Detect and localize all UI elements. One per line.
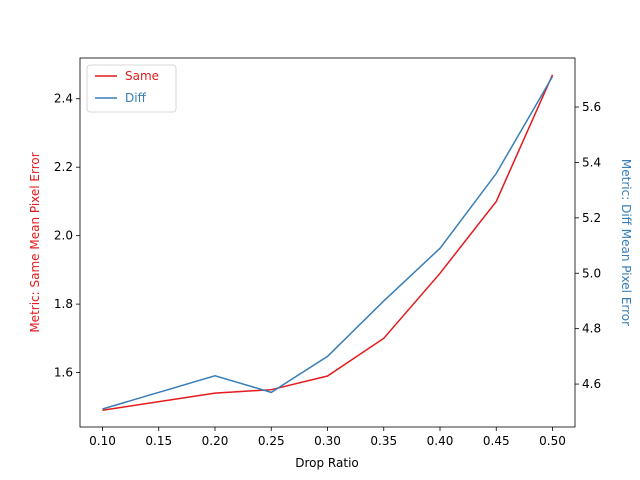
x-tick-label: 0.10 <box>89 434 116 448</box>
y-axis-label: Metric: Same Mean Pixel Error <box>28 152 42 332</box>
plot-frame <box>79 57 576 428</box>
x-tick-label: 0.25 <box>258 434 285 448</box>
y-tick-label: 2.2 <box>54 160 73 174</box>
x-tick-label: 0.45 <box>483 434 510 448</box>
x-tick-label: 0.15 <box>145 434 172 448</box>
y-tick-label: 2.4 <box>54 92 73 106</box>
y-tick-label: 2.0 <box>54 229 73 243</box>
x-axis-label: Drop Ratio <box>295 456 359 470</box>
x-tick-label: 0.35 <box>370 434 397 448</box>
y-tick-label: 1.6 <box>54 366 73 380</box>
y2-tick-label: 5.2 <box>582 211 601 225</box>
legend-label: Diff <box>125 91 147 105</box>
y2-tick-label: 4.8 <box>582 322 601 336</box>
y2-tick-label: 5.6 <box>582 100 601 114</box>
line-series <box>102 74 554 411</box>
x-tick-label: 0.50 <box>539 434 566 448</box>
y2-tick-label: 5.4 <box>582 155 601 169</box>
x-tick-label: 0.30 <box>314 434 341 448</box>
legend-label: Same <box>125 69 159 83</box>
y2-axis-label: Metric: Diff Mean Pixel Error <box>619 159 633 326</box>
y-tick-label: 1.8 <box>54 297 73 311</box>
y2-tick-label: 4.6 <box>582 377 601 391</box>
x-tick-label: 0.40 <box>427 434 454 448</box>
x-tick-label: 0.20 <box>202 434 229 448</box>
line-series <box>102 76 554 410</box>
y2-tick-label: 5.0 <box>582 266 601 280</box>
